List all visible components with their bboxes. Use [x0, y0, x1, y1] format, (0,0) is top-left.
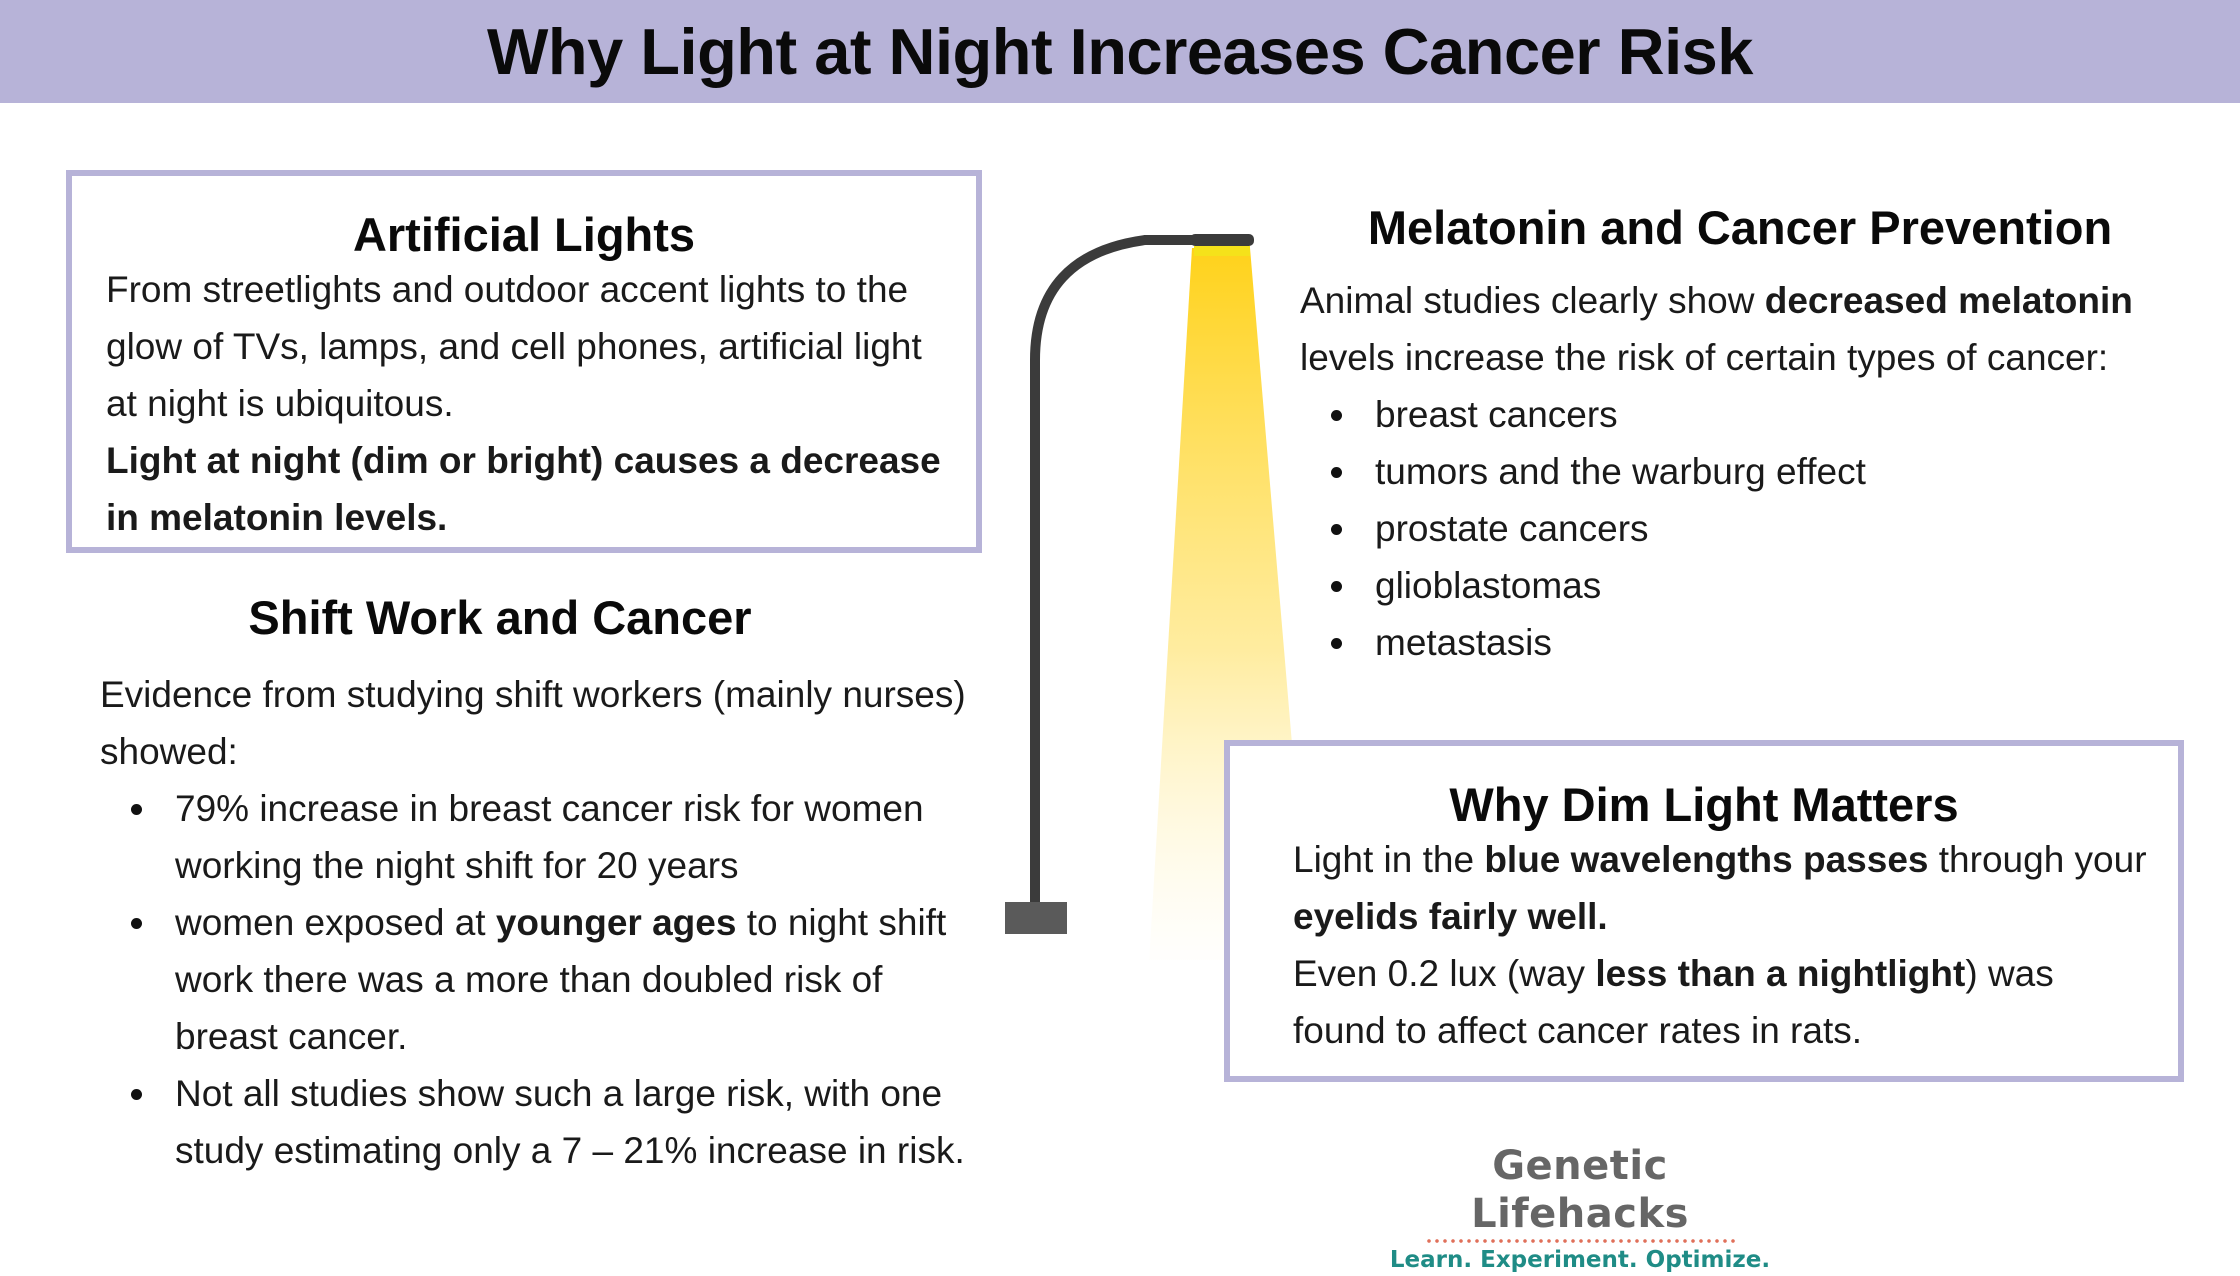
title-bar: Why Light at Night Increases Cancer Risk: [0, 0, 2240, 103]
melatonin-list: breast cancers tumors and the warburg ef…: [1300, 386, 2200, 671]
dim-light-p1-bold: blue wavelengths passes: [1484, 838, 1929, 880]
melatonin-intro-after: levels increase the risk of certain type…: [1300, 336, 2109, 378]
dim-light-box: Why Dim Light Matters Light in the blue …: [1224, 740, 2184, 1082]
dim-light-p2-after: ) was found to affect cancer rates in ra…: [1293, 952, 2054, 1051]
list-item: Not all studies show such a large risk, …: [100, 1065, 980, 1179]
list-item: metastasis: [1300, 614, 2200, 671]
melatonin-intro-before: Animal studies clearly show: [1300, 279, 1765, 321]
artificial-lights-text: From streetlights and outdoor accent lig…: [106, 261, 956, 546]
artificial-lights-body: From streetlights and outdoor accent lig…: [106, 268, 922, 424]
artificial-lights-box: Artificial Lights From streetlights and …: [66, 170, 982, 553]
melatonin-bullet-4: glioblastomas: [1375, 564, 1602, 606]
list-item: breast cancers: [1300, 386, 2200, 443]
dim-light-p2-bold: less than a nightlight: [1595, 952, 1966, 994]
shift-work-list: 79% increase in breast cancer risk for w…: [100, 780, 980, 1179]
melatonin-bullet-3: prostate cancers: [1375, 507, 1649, 549]
artificial-lights-heading: Artificial Lights: [352, 208, 696, 261]
lamp-bulb: [1194, 246, 1250, 256]
list-item: prostate cancers: [1300, 500, 2200, 557]
lamp-base: [1005, 902, 1067, 934]
dim-light-p2-before: Even 0.2 lux (way: [1293, 952, 1596, 994]
dim-light-heading: Why Dim Light Matters: [1449, 778, 1959, 831]
dim-light-p1-before: Light in the: [1293, 838, 1485, 880]
list-item: 79% increase in breast cancer risk for w…: [100, 780, 980, 894]
melatonin-intro: Animal studies clearly show decreased me…: [1300, 272, 2200, 386]
shift-work-intro: Evidence from studying shift workers (ma…: [100, 673, 966, 772]
logo-name: Genetic Lifehacks: [1471, 1143, 1689, 1237]
genetic-lifehacks-logo: Genetic Lifehacks Learn. Experiment. Opt…: [1385, 1142, 1775, 1276]
artificial-lights-emphasis: Light at night (dim or bright) causes a …: [106, 439, 941, 538]
lamp-head: [1190, 234, 1254, 246]
dim-light-p1-bold2: eyelids fairly well.: [1293, 895, 1608, 937]
shift-work-section: Shift Work and Cancer Evidence from stud…: [100, 592, 1000, 1179]
list-item: women exposed at younger ages to night s…: [100, 894, 980, 1065]
melatonin-section: Melatonin and Cancer Prevention Animal s…: [1300, 202, 2200, 671]
melatonin-bullet-2: tumors and the warburg effect: [1375, 450, 1866, 492]
shift-work-heading: Shift Work and Cancer: [248, 591, 752, 644]
shift-bullet-2-after: to night shift work there was a more tha…: [175, 901, 947, 1057]
shift-bullet-2-bold: younger ages: [495, 901, 737, 943]
melatonin-bullet-1: breast cancers: [1375, 393, 1618, 435]
melatonin-heading: Melatonin and Cancer Prevention: [1367, 201, 2113, 254]
melatonin-intro-bold: decreased melatonin: [1764, 279, 2133, 321]
list-item: tumors and the warburg effect: [1300, 443, 2200, 500]
list-item: glioblastomas: [1300, 557, 2200, 614]
dim-light-p1-after: through your: [1928, 838, 2147, 880]
lamp-pole: [1030, 235, 1253, 910]
shift-bullet-2-before: women exposed at: [175, 901, 496, 943]
page-title: Why Light at Night Increases Cancer Risk: [487, 15, 1753, 88]
logo-dna-dots: [1425, 1238, 1735, 1244]
dim-light-text: Light in the blue wavelengths passes thr…: [1293, 831, 2153, 1059]
shift-bullet-1: 79% increase in breast cancer risk for w…: [175, 787, 924, 886]
melatonin-bullet-5: metastasis: [1375, 621, 1552, 663]
shift-bullet-3: Not all studies show such a large risk, …: [175, 1072, 965, 1171]
logo-tagline: Learn. Experiment. Optimize.: [1389, 1247, 1771, 1273]
